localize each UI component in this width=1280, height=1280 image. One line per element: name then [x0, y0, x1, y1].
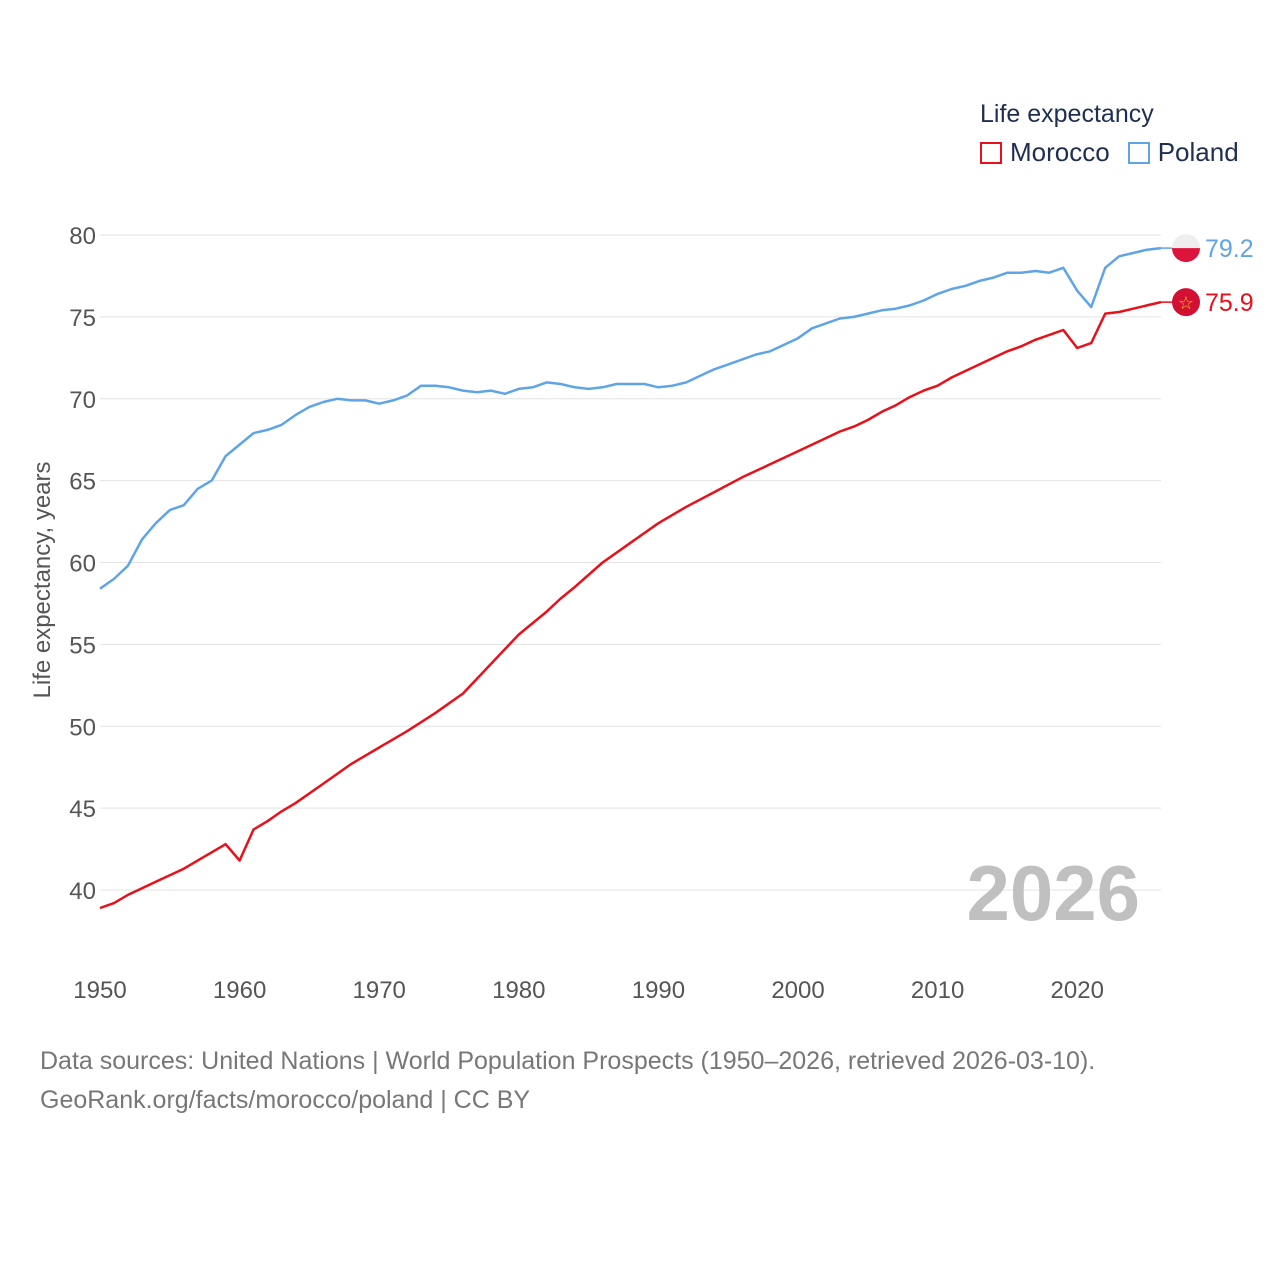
poland-swatch-icon — [1127, 141, 1150, 164]
y-tick-label: 55 — [69, 632, 96, 659]
x-tick-label: 1990 — [632, 977, 685, 1004]
series-lines — [99, 246, 1162, 910]
legend-item-poland[interactable]: Poland — [1127, 137, 1239, 168]
source-link[interactable]: GeoRank.org/facts/morocco/poland | CC BY — [40, 1086, 531, 1114]
end-value-label-morocco: 75.9 — [1205, 289, 1254, 317]
end-value-label-poland: 79.2 — [1205, 235, 1254, 263]
x-tick-label: 1960 — [213, 977, 266, 1004]
legend-item-morocco[interactable]: Morocco — [980, 137, 1110, 168]
svg-text:☆: ☆ — [1178, 293, 1194, 314]
y-tick-label: 80 — [69, 223, 96, 250]
x-tick-label: 2020 — [1051, 977, 1104, 1004]
y-tick-label: 40 — [69, 878, 96, 905]
legend-title: Life expectancy — [980, 100, 1154, 128]
x-axis-ticks: 1950 1960 1970 1980 1990 2000 2010 2020 — [73, 977, 1104, 1004]
x-tick-label: 1950 — [73, 977, 126, 1004]
footer: Data sources: United Nations | World Pop… — [40, 1042, 1095, 1120]
legend: Life expectancy Morocco Poland — [980, 100, 1257, 168]
y-tick-label: 60 — [69, 551, 96, 578]
x-tick-label: 2000 — [771, 977, 824, 1004]
x-tick-label: 1970 — [353, 977, 406, 1004]
series-line-morocco[interactable] — [99, 300, 1162, 910]
series-line-poland[interactable] — [99, 246, 1162, 590]
y-tick-label: 45 — [69, 796, 96, 823]
y-axis-ticks: 40 45 50 55 60 65 70 75 80 — [69, 223, 96, 905]
legend-label-poland: Poland — [1157, 137, 1239, 167]
poland-flag-icon — [1172, 234, 1200, 263]
y-tick-label: 70 — [69, 387, 96, 414]
series-end-markers: ☆ 75.9 79.2 — [1161, 234, 1254, 317]
data-sources-text: Data sources: United Nations | World Pop… — [40, 1047, 1096, 1075]
y-tick-label: 75 — [69, 305, 96, 332]
morocco-swatch-icon — [980, 141, 1002, 164]
y-axis-label: Life expectancy, years — [29, 461, 56, 698]
legend-label-morocco: Morocco — [1010, 137, 1110, 167]
y-tick-label: 50 — [69, 714, 96, 741]
x-tick-label: 1980 — [492, 977, 545, 1004]
gridlines — [100, 234, 1161, 891]
x-tick-label: 2010 — [911, 977, 964, 1004]
y-tick-label: 65 — [69, 469, 96, 496]
morocco-flag-icon: ☆ — [1172, 288, 1200, 317]
year-watermark: 2026 — [966, 849, 1140, 937]
